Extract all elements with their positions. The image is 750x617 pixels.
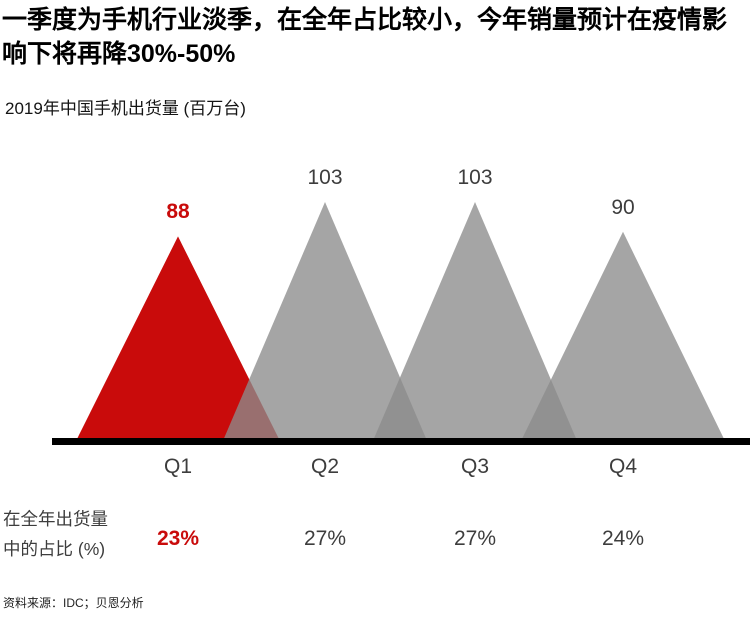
axis-label-q3: Q3 [460, 455, 489, 478]
axis-label-q2: Q2 [310, 455, 339, 478]
share-axis-label: 在全年出货量 中的占比 (%) [3, 504, 108, 564]
baseline-axis [52, 438, 750, 445]
peak-q1 [75, 236, 281, 443]
share-axis-label-line2: 中的占比 (%) [3, 539, 106, 559]
chart-headline: 一季度为手机行业淡季，在全年占比较小，今年销量预计在疫情影响下将再降30%-50… [2, 6, 728, 68]
share-axis-label-line1: 在全年出货量 [3, 509, 108, 529]
axis-label-q4: Q4 [608, 455, 637, 478]
share-value-q2: 27% [303, 527, 347, 550]
chart-subtitle: 2019年中国手机出货量 (百万台) [5, 99, 246, 118]
peak-q3 [372, 202, 578, 443]
share-value-q3: 27% [453, 527, 497, 550]
share-value-q4: 24% [601, 527, 645, 550]
peak-chart-canvas [52, 202, 750, 445]
peak-q4 [520, 231, 726, 443]
source-note: 资料来源：IDC；贝恩分析 [3, 596, 144, 610]
peak-q2 [222, 202, 428, 443]
axis-label-q1: Q1 [163, 455, 192, 478]
share-value-q1: 23% [156, 527, 200, 550]
